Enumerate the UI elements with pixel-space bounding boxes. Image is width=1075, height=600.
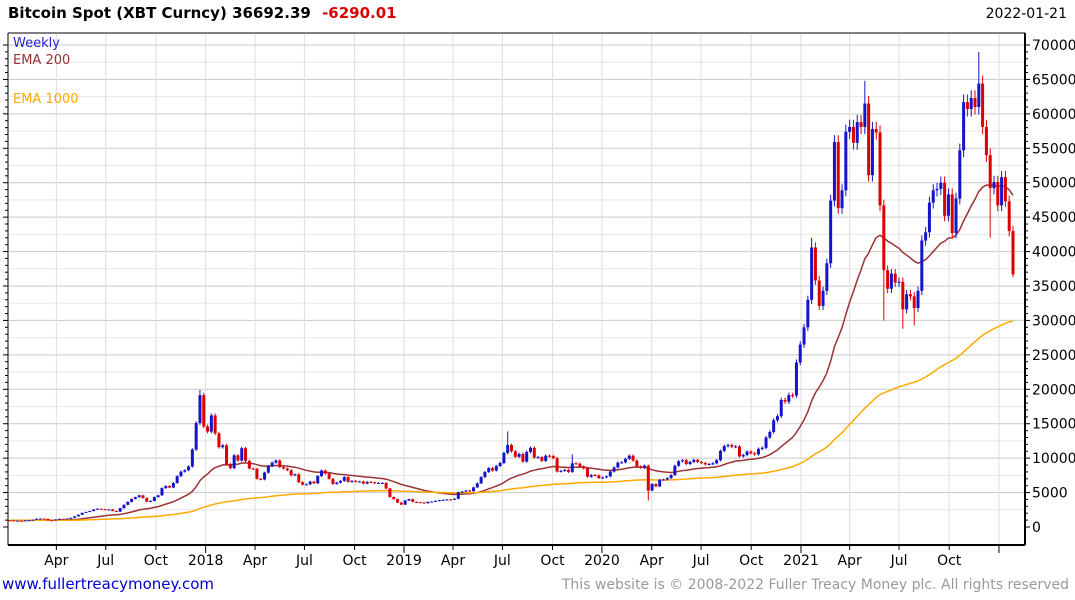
y-axis-label: 45000 [1032, 210, 1075, 226]
x-axis: Apr Jul Oct 2018 Apr Jul Oct 2019 Apr Jul Oct 2020 A… [44, 545, 1000, 569]
plot-area[interactable] [8, 33, 1025, 545]
y-axis-label: 40000 [1032, 245, 1075, 261]
x-axis-label: Apr [243, 553, 267, 569]
x-axis-label: 2018 [188, 553, 224, 569]
instrument-name: Bitcoin Spot (XBT Curncy) [8, 4, 227, 22]
x-axis-label: 2019 [386, 553, 422, 569]
grid-lines [9, 34, 1024, 544]
y-axis-label: 10000 [1032, 451, 1075, 467]
y-axis-label: 35000 [1032, 279, 1075, 295]
y-axis-label: 60000 [1032, 107, 1075, 123]
weekly-candles-series [8, 51, 1015, 522]
x-axis-label: Oct [739, 553, 764, 569]
y-axis-label: 25000 [1032, 348, 1075, 364]
x-axis-label: Jul [96, 553, 114, 569]
x-axis-label: Oct [342, 553, 367, 569]
website-link[interactable]: www.fullertreacymoney.com [2, 575, 215, 593]
legend-weekly: Weekly [13, 36, 60, 51]
x-axis-label: Apr [640, 553, 664, 569]
legend-ema-1000: EMA 1000 [13, 92, 79, 107]
chart-title: Bitcoin Spot (XBT Curncy) 36692.39 -6290… [8, 4, 397, 22]
y-axis-label: 30000 [1032, 313, 1075, 329]
price-change: -6290.01 [322, 4, 397, 22]
x-axis-label: Jul [493, 553, 511, 569]
x-axis-label: Jul [692, 553, 710, 569]
y-axis-label: 20000 [1032, 382, 1075, 398]
x-axis-label: Apr [838, 553, 862, 569]
x-axis-label: Jul [890, 553, 908, 569]
ema-200-line [10, 184, 1014, 522]
ema-1000-line [10, 320, 1014, 522]
x-axis-label: 2021 [783, 553, 819, 569]
y-axis: 0 5000 10000 15000 20000 25000 30000 35000 40000… [3, 38, 1075, 536]
plot-frame [7, 32, 1026, 546]
y-axis-label: 15000 [1032, 417, 1075, 433]
y-axis-label: 0 [1032, 520, 1041, 536]
y-axis-label: 5000 [1032, 486, 1068, 502]
y-axis-label: 65000 [1032, 72, 1075, 88]
x-axis-label: Jul [295, 553, 313, 569]
x-axis-label: Oct [540, 553, 565, 569]
last-price: 36692.39 [232, 4, 311, 22]
chart-legend: Weekly EMA 200 EMA 1000 [13, 35, 79, 108]
x-axis-label: Oct [937, 553, 962, 569]
x-axis-label: Oct [144, 553, 169, 569]
x-axis-label: 2020 [584, 553, 620, 569]
x-axis-label: Apr [441, 553, 465, 569]
legend-ema-200: EMA 200 [13, 53, 71, 68]
as-of-date: 2022-01-21 [985, 6, 1067, 22]
y-axis-label: 55000 [1032, 141, 1075, 157]
y-axis-label: 70000 [1032, 38, 1075, 54]
y-axis-label: 50000 [1032, 176, 1075, 192]
x-axis-label: Apr [44, 553, 68, 569]
copyright-text: This website is © 2008-2022 Fuller Treac… [561, 577, 1069, 593]
